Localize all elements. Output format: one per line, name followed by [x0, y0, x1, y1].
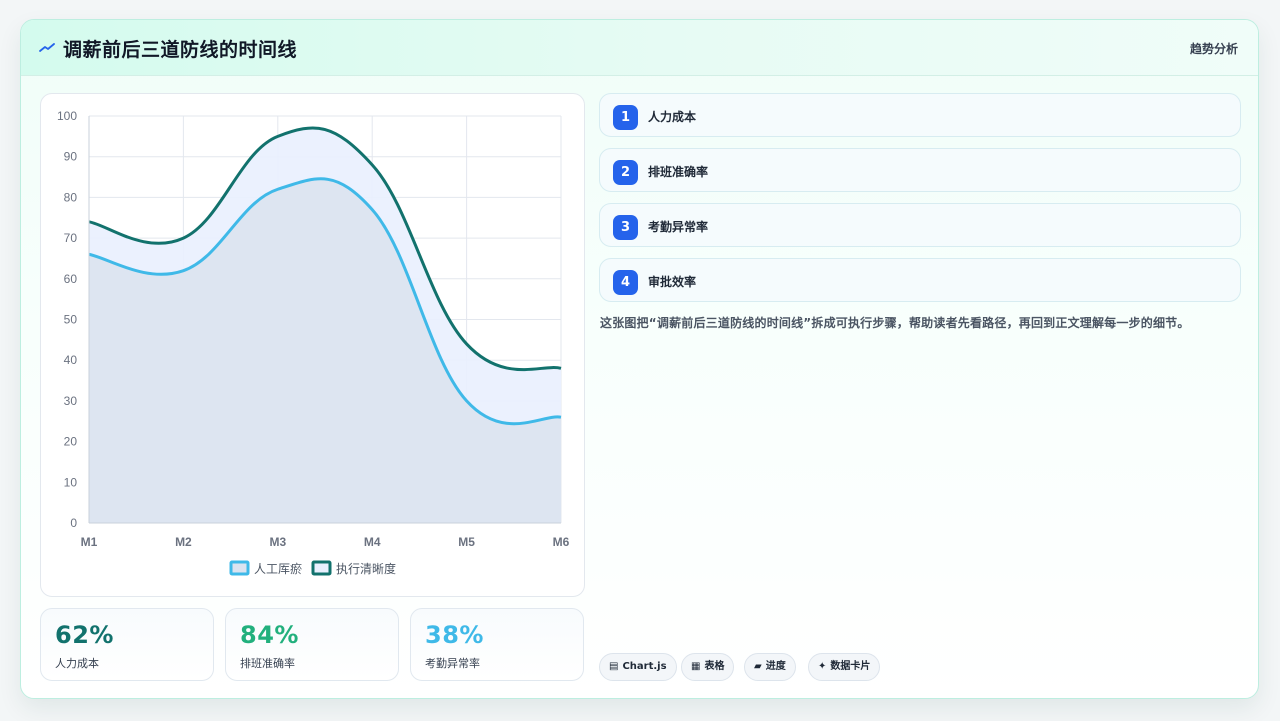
stat-card-labor-cost: 62% 人力成本 [40, 608, 214, 681]
step-number: 2 [613, 160, 638, 185]
stat-label: 排班准确率 [240, 657, 295, 670]
table-icon: ▦ [691, 661, 701, 672]
y-tick-label: 100 [57, 109, 77, 123]
stat-label: 考勤异常率 [425, 657, 480, 670]
y-tick-label: 80 [64, 190, 78, 204]
chip-label: 数据卡片 [830, 661, 871, 672]
series-line-1 [88, 177, 562, 426]
line-area-chart: 0 10 20 30 40 50 60 70 80 90 100 M1 M2 M3 M4 M5 M6 人工厍瘀 执行… [57, 109, 570, 576]
x-tick-label: M1 [81, 535, 98, 549]
series-line-2 [88, 126, 562, 372]
step-item[interactable]: 4 审批效率 [599, 258, 1241, 302]
main-card: 调薪前后三道防线的时间线 趋势分析 0 10 20 30 40 50 60 70 80 90 100… [20, 19, 1259, 699]
card-header: 调薪前后三道防线的时间线 趋势分析 [21, 20, 1258, 76]
chart-description: 这张图把“调薪前后三道防线的时间线”拆成可执行步骤，帮助读者先看路径，再回到正文… [600, 316, 1190, 330]
stat-value: 62% [55, 621, 114, 649]
series-area-1 [89, 178, 561, 524]
chip-label: Chart.js [622, 661, 667, 672]
x-tick-label: M5 [458, 535, 475, 549]
step-number: 4 [613, 270, 638, 295]
step-item[interactable]: 1 人力成本 [599, 93, 1241, 137]
legend-label-2: 执行清晰度 [336, 561, 396, 576]
category-tag: 趋势分析 [1189, 42, 1238, 56]
stat-value: 84% [240, 621, 299, 649]
stat-label: 人力成本 [55, 657, 99, 670]
step-label: 审批效率 [648, 275, 697, 289]
legend-swatch-1 [229, 560, 250, 576]
progress-icon: ▰ [754, 661, 762, 672]
x-tick-label: M2 [175, 535, 192, 549]
x-tick-label: M6 [553, 535, 570, 549]
y-tick-label: 50 [64, 313, 78, 327]
legend-swatch-2 [311, 560, 332, 576]
y-tick-label: 40 [64, 353, 78, 367]
legend-label-1: 人工厍瘀 [254, 561, 302, 576]
chip-data-card[interactable]: ✦ 数据卡片 [808, 653, 881, 681]
step-item[interactable]: 2 排班准确率 [599, 148, 1241, 192]
stat-card-schedule-accuracy: 84% 排班准确率 [225, 608, 399, 681]
step-number: 3 [613, 215, 638, 240]
y-tick-label: 60 [64, 272, 78, 286]
stat-value: 38% [425, 621, 484, 649]
chart-panel: 0 10 20 30 40 50 60 70 80 90 100 M1 M2 M3 M4 M5 M6 人工厍瘀 执行… [40, 93, 585, 597]
y-tick-label: 0 [70, 516, 77, 530]
y-tick-label: 90 [64, 150, 78, 164]
step-label: 考勤异常率 [648, 220, 709, 234]
chart-icon: ▤ [609, 661, 619, 672]
step-label: 人力成本 [648, 110, 697, 124]
step-list: 1 人力成本 2 排班准确率 3 考勤异常率 4 审批效率 [599, 93, 1241, 313]
y-tick-label: 20 [64, 435, 78, 449]
step-number: 1 [613, 105, 638, 130]
chip-chartjs[interactable]: ▤ Chart.js [599, 653, 677, 681]
step-item[interactable]: 3 考勤异常率 [599, 203, 1241, 247]
x-tick-label: M3 [269, 535, 286, 549]
y-tick-label: 10 [64, 475, 78, 489]
x-tick-label: M4 [364, 535, 381, 549]
stat-card-attendance-anomaly: 38% 考勤异常率 [410, 608, 584, 681]
y-tick-label: 30 [64, 394, 78, 408]
page-title: 调薪前后三道防线的时间线 [63, 39, 298, 61]
y-tick-label: 70 [64, 231, 78, 245]
chip-progress[interactable]: ▰ 进度 [744, 653, 796, 681]
chip-label: 表格 [704, 661, 725, 672]
chip-label: 进度 [765, 661, 786, 672]
trend-icon [39, 43, 55, 52]
step-label: 排班准确率 [648, 165, 709, 179]
sparkle-icon: ✦ [818, 661, 827, 672]
chip-table[interactable]: ▦ 表格 [681, 653, 735, 681]
